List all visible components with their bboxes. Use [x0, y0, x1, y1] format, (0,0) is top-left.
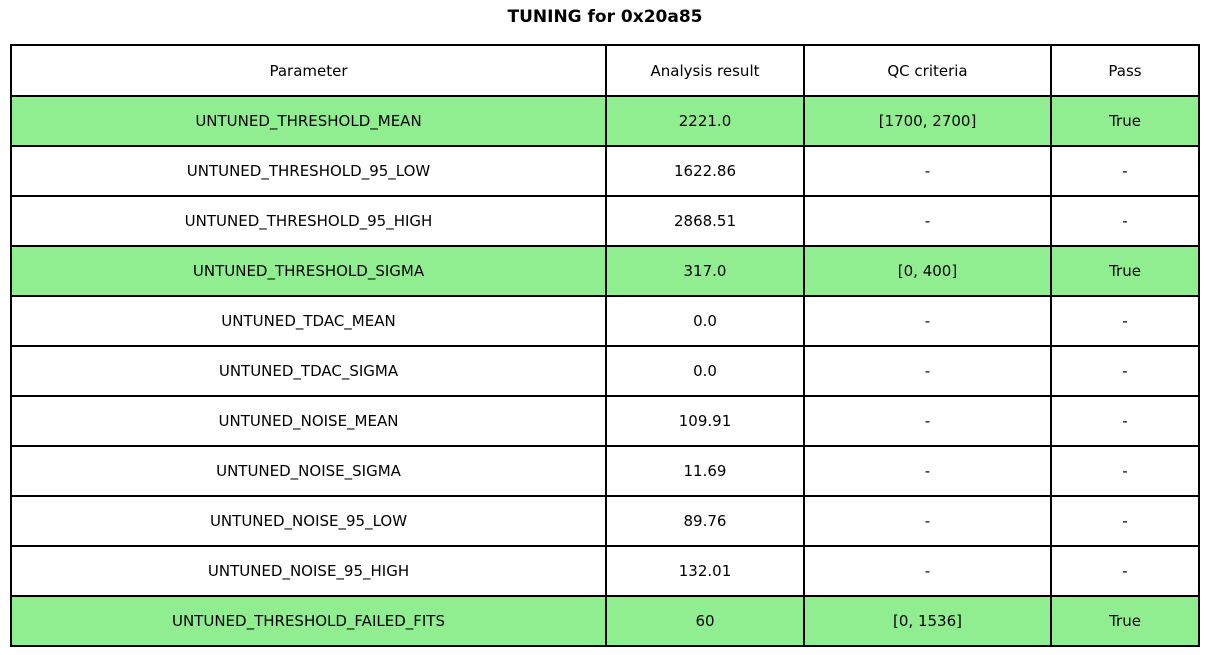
qc-cell: -: [803, 495, 1052, 547]
header-cell-qc-criteria: QC criteria: [803, 44, 1052, 97]
pass-cell: True: [1050, 595, 1200, 647]
param-cell: UNTUNED_NOISE_95_LOW: [10, 495, 607, 547]
param-cell: UNTUNED_NOISE_95_HIGH: [10, 545, 607, 597]
table-row: UNTUNED_TDAC_MEAN 0.0- -: [10, 295, 1200, 347]
param-cell: UNTUNED_TDAC_MEAN: [10, 295, 607, 347]
qc-cell: [0, 400]: [803, 245, 1052, 297]
qc-cell: -: [803, 545, 1052, 597]
qc-cell: [0, 1536]: [803, 595, 1052, 647]
table-row: UNTUNED_NOISE_95_LOW 89.76- -: [10, 495, 1200, 547]
header-row: Parameter Analysis result QC criteria Pa…: [10, 44, 1200, 97]
table-row: UNTUNED_THRESHOLD_95_LOW 1622.86- -: [10, 145, 1200, 197]
pass-cell: -: [1050, 545, 1200, 597]
result-cell: 0.0: [605, 295, 805, 347]
param-cell: UNTUNED_THRESHOLD_FAILED_FITS: [10, 595, 607, 647]
result-cell: 0.0: [605, 345, 805, 397]
pass-cell: -: [1050, 395, 1200, 447]
param-cell: UNTUNED_THRESHOLD_SIGMA: [10, 245, 607, 297]
qc-cell: -: [803, 345, 1052, 397]
pass-cell: -: [1050, 495, 1200, 547]
param-cell: UNTUNED_NOISE_MEAN: [10, 395, 607, 447]
result-cell: 109.91: [605, 395, 805, 447]
pass-cell: True: [1050, 245, 1200, 297]
param-cell: UNTUNED_NOISE_SIGMA: [10, 445, 607, 497]
qc-results-table: Parameter Analysis result QC criteria Pa…: [10, 44, 1200, 647]
result-cell: 1622.86: [605, 145, 805, 197]
pass-cell: -: [1050, 345, 1200, 397]
table-row: UNTUNED_THRESHOLD_MEAN 2221.0 [1700, 2700]…: [10, 95, 1200, 147]
pass-cell: -: [1050, 295, 1200, 347]
result-cell: 2868.51: [605, 195, 805, 247]
pass-cell: -: [1050, 445, 1200, 497]
qc-cell: -: [803, 395, 1052, 447]
table-row: UNTUNED_NOISE_MEAN 109.91- -: [10, 395, 1200, 447]
pass-cell: -: [1050, 195, 1200, 247]
qc-cell: [1700, 2700]: [803, 95, 1052, 147]
result-cell: 11.69: [605, 445, 805, 497]
result-cell: 89.76: [605, 495, 805, 547]
table-row: UNTUNED_THRESHOLD_FAILED_FITS 60 [0, 1536]…: [10, 595, 1200, 647]
table-row: UNTUNED_TDAC_SIGMA 0.0- -: [10, 345, 1200, 397]
header-cell-parameter: Parameter: [10, 44, 607, 97]
param-cell: UNTUNED_TDAC_SIGMA: [10, 345, 607, 397]
table-row: UNTUNED_NOISE_SIGMA 11.69- -: [10, 445, 1200, 497]
param-cell: UNTUNED_THRESHOLD_MEAN: [10, 95, 607, 147]
pass-cell: True: [1050, 95, 1200, 147]
result-cell: 132.01: [605, 545, 805, 597]
qc-cell: -: [803, 445, 1052, 497]
result-cell: 317.0: [605, 245, 805, 297]
qc-cell: -: [803, 145, 1052, 197]
qc-cell: -: [803, 295, 1052, 347]
header-cell-analysis-result: Analysis result: [605, 44, 805, 97]
table-row: UNTUNED_THRESHOLD_95_HIGH 2868.51- -: [10, 195, 1200, 247]
param-cell: UNTUNED_THRESHOLD_95_HIGH: [10, 195, 607, 247]
table-body: UNTUNED_THRESHOLD_MEAN 2221.0 [1700, 2700]…: [10, 95, 1200, 647]
qc-cell: -: [803, 195, 1052, 247]
header-cell-pass: Pass: [1050, 44, 1200, 97]
param-cell: UNTUNED_THRESHOLD_95_LOW: [10, 145, 607, 197]
result-cell: 2221.0: [605, 95, 805, 147]
table-row: UNTUNED_NOISE_95_HIGH 132.01- -: [10, 545, 1200, 597]
pass-cell: -: [1050, 145, 1200, 197]
figure-title: TUNING for 0x20a85: [507, 7, 703, 27]
table-row: UNTUNED_THRESHOLD_SIGMA 317.0 [0, 400] True: [10, 245, 1200, 297]
result-cell: 60: [605, 595, 805, 647]
